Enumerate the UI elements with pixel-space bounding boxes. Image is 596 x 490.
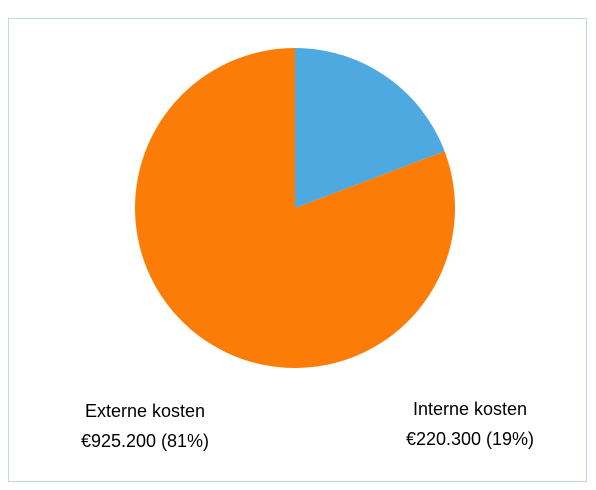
slice-label: Externe kosten <box>85 401 205 421</box>
pie-slice <box>135 48 456 368</box>
slice-value-label: €220.300 (19%) <box>406 429 534 449</box>
slice-label: Interne kosten <box>413 399 527 419</box>
pie-slice <box>295 48 445 208</box>
slice-value-label: €925.200 (81%) <box>81 431 209 451</box>
